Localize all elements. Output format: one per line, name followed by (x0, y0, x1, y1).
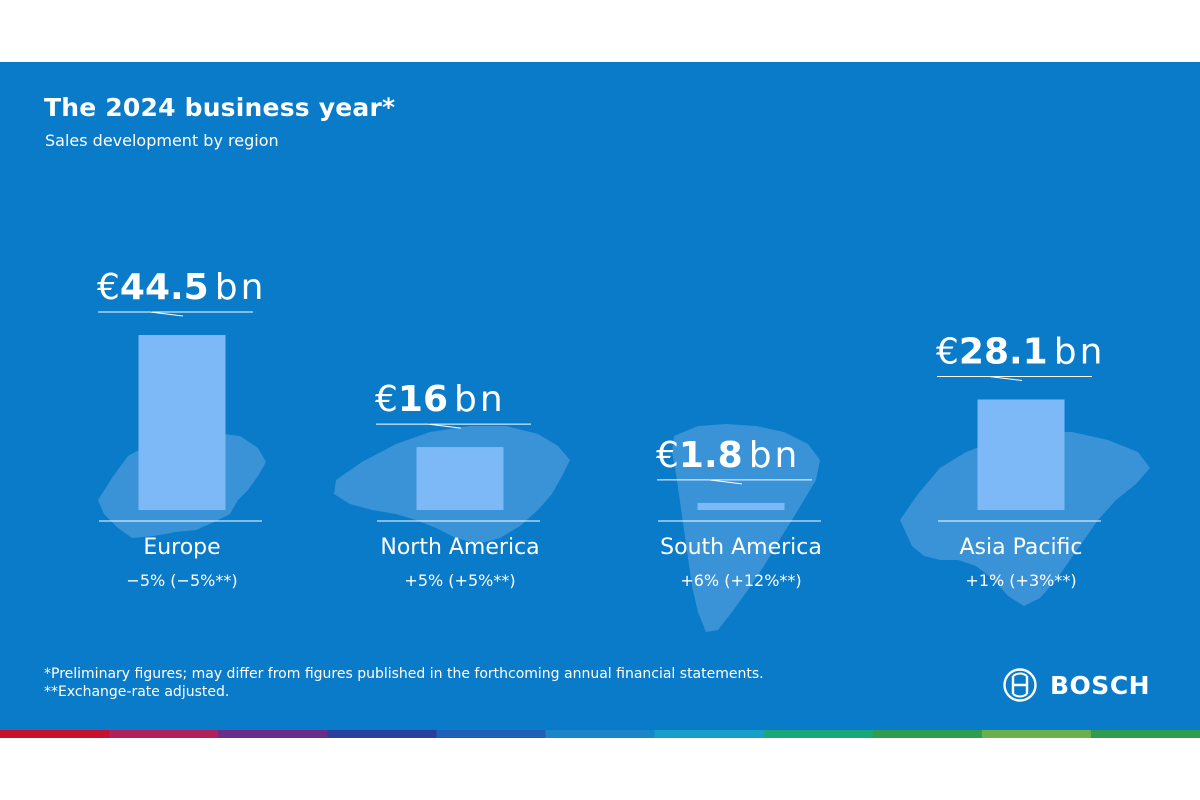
category-label-asia-pacific: Asia Pacific (959, 535, 1082, 560)
stripe-segment (0, 730, 111, 738)
stripe-segment (654, 730, 765, 738)
bar-north-america (416, 447, 504, 510)
value-label-north-america: €16 bn (375, 379, 506, 420)
south-america-map-shape (672, 424, 820, 632)
footnote-preliminary: *Preliminary figures; may differ from fi… (44, 666, 764, 682)
stripe-segment (872, 730, 983, 738)
value-unit: bn (454, 379, 506, 420)
value-label-asia-pacific: €28.1 bn (936, 331, 1105, 372)
leader-diagonal-asia-pacific (988, 375, 1023, 381)
page-title: The 2024 business year* (44, 93, 396, 122)
value-label-europe: €44.5 bn (97, 267, 266, 308)
stripe-segment (436, 730, 547, 738)
stripe-segment (763, 730, 874, 738)
category-label-north-america: North America (380, 535, 539, 560)
bosch-wordmark: BOSCH (1050, 670, 1151, 700)
stripe-segment (327, 730, 438, 738)
value-currency: € (97, 267, 120, 308)
stripe-segment (981, 730, 1092, 738)
bosch-logo: BOSCH (1002, 666, 1150, 704)
bosch-armature-icon (1003, 668, 1037, 702)
bars-group (138, 335, 1065, 510)
stripe-segment (109, 730, 220, 738)
change-label-north-america: +5% (+5%**) (404, 571, 515, 590)
value-number: 16 (398, 379, 448, 420)
value-unit: bn (215, 267, 267, 308)
value-label-south-america: €1.8 bn (656, 435, 800, 476)
stripe-segment (1090, 730, 1200, 738)
value-number: 1.8 (679, 435, 743, 476)
value-number: 28.1 (959, 331, 1048, 372)
stripe-segment (545, 730, 656, 738)
leader-diagonal-south-america (708, 479, 743, 485)
leader-diagonal-europe (149, 311, 184, 317)
leader-diagonal-north-america (427, 423, 462, 429)
brand-color-stripe (0, 730, 1200, 738)
value-unit: bn (1054, 331, 1106, 372)
category-label-south-america: South America (660, 535, 822, 560)
bar-asia-pacific (977, 399, 1065, 510)
change-label-south-america: +6% (+12%**) (680, 571, 801, 590)
page-subtitle: Sales development by region (45, 131, 279, 150)
change-label-europe: −5% (−5%**) (126, 571, 237, 590)
category-label-europe: Europe (143, 535, 220, 560)
value-number: 44.5 (120, 267, 209, 308)
footnote-exchange-rate: **Exchange-rate adjusted. (44, 684, 230, 700)
value-currency: € (936, 331, 959, 372)
stripe-segment (218, 730, 329, 738)
bar-south-america (697, 502, 785, 510)
value-currency: € (375, 379, 398, 420)
bar-europe (138, 335, 226, 510)
asia-pacific-map-shape (900, 432, 1150, 606)
value-unit: bn (749, 435, 801, 476)
change-label-asia-pacific: +1% (+3%**) (965, 571, 1076, 590)
value-currency: € (656, 435, 679, 476)
